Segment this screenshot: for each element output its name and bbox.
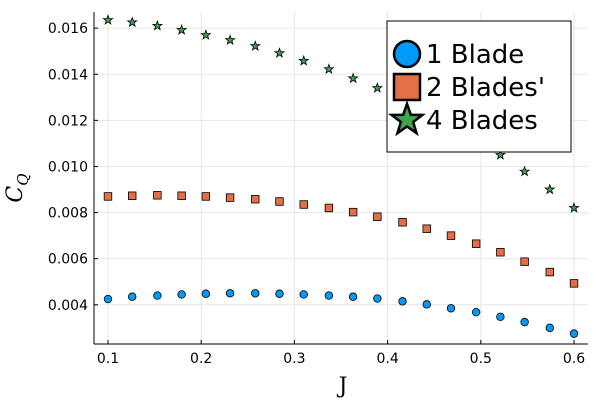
data-point xyxy=(373,212,382,221)
data-point xyxy=(569,279,579,288)
data-point xyxy=(103,294,113,304)
y-tick-label: 0.004 xyxy=(48,298,88,314)
data-point xyxy=(126,16,138,28)
data-point xyxy=(177,290,186,299)
y-tick-label: 0.010 xyxy=(48,159,88,175)
data-point xyxy=(153,191,162,200)
data-point xyxy=(569,329,579,338)
data-point xyxy=(545,323,554,333)
data-point xyxy=(298,54,310,66)
data-point xyxy=(446,231,456,240)
x-axis-ticks: 0.1 0.2 0.3 0.4 0.5 0.6 xyxy=(97,340,585,367)
data-point xyxy=(373,294,382,303)
data-point xyxy=(249,40,261,51)
data-point xyxy=(520,257,529,266)
y-axis-label-main: C xyxy=(3,186,28,203)
data-point xyxy=(471,239,481,248)
data-point xyxy=(153,291,162,300)
y-tick-label: 0.006 xyxy=(48,252,88,268)
data-point xyxy=(422,300,431,309)
y-tick-label: 0.012 xyxy=(48,113,88,129)
data-point xyxy=(544,183,556,195)
data-point xyxy=(299,290,308,299)
x-tick-label: 0.6 xyxy=(563,351,585,367)
data-point xyxy=(251,195,260,204)
data-point xyxy=(177,191,186,200)
data-point xyxy=(324,291,334,300)
data-point xyxy=(494,148,507,160)
data-point xyxy=(201,192,211,201)
x-axis-label: J xyxy=(337,374,348,399)
x-tick-label: 0.4 xyxy=(376,351,398,367)
data-point xyxy=(175,24,188,35)
data-point xyxy=(348,207,358,217)
y-axis-ticks: 0.004 0.006 0.008 0.010 0.012 0.014 0.016 xyxy=(48,21,98,314)
legend-marker xyxy=(392,39,422,69)
series-1 xyxy=(103,289,579,338)
data-point xyxy=(251,289,260,298)
data-point xyxy=(398,218,407,227)
data-point xyxy=(471,307,481,317)
data-point xyxy=(224,34,236,45)
y-axis-label-sub: Q xyxy=(14,173,32,185)
legend-label: 2 Blades' xyxy=(426,73,545,103)
x-tick-label: 0.2 xyxy=(190,351,212,367)
legend-label: 1 Blade xyxy=(426,40,524,70)
x-tick-label: 0.1 xyxy=(97,351,119,367)
data-point xyxy=(273,47,286,58)
legend-marker xyxy=(392,72,422,102)
data-point xyxy=(348,292,358,301)
data-point xyxy=(324,203,334,213)
data-point xyxy=(568,202,580,213)
svg-text:CQ: CQ xyxy=(3,173,32,202)
data-point xyxy=(225,193,235,202)
y-tick-label: 0.016 xyxy=(48,21,88,37)
data-point xyxy=(496,312,505,321)
data-point xyxy=(225,289,235,298)
x-tick-label: 0.5 xyxy=(470,351,492,367)
data-point xyxy=(422,224,431,233)
y-tick-label: 0.014 xyxy=(48,67,88,83)
data-point xyxy=(200,29,212,40)
data-point xyxy=(102,14,114,25)
data-point xyxy=(496,248,505,257)
data-point xyxy=(371,82,384,93)
data-point xyxy=(347,72,359,84)
data-point xyxy=(201,289,211,298)
data-point xyxy=(520,317,529,327)
data-point xyxy=(103,192,113,201)
data-point xyxy=(518,165,531,177)
data-point xyxy=(299,200,308,209)
data-point xyxy=(151,19,164,31)
data-point xyxy=(545,267,554,277)
data-point xyxy=(128,191,137,200)
data-point xyxy=(128,292,137,301)
data-point xyxy=(275,197,284,206)
x-tick-label: 0.3 xyxy=(283,351,305,367)
legend-label: 4 Blades xyxy=(426,106,538,136)
data-point xyxy=(323,63,335,75)
data-point xyxy=(398,297,407,306)
series-2 xyxy=(103,191,579,288)
data-point xyxy=(446,304,456,313)
y-tick-label: 0.008 xyxy=(48,206,88,222)
plot-frame xyxy=(93,12,588,345)
legend-marker xyxy=(387,99,427,137)
y-axis-label: CQ xyxy=(3,173,32,202)
data-point xyxy=(275,289,284,298)
